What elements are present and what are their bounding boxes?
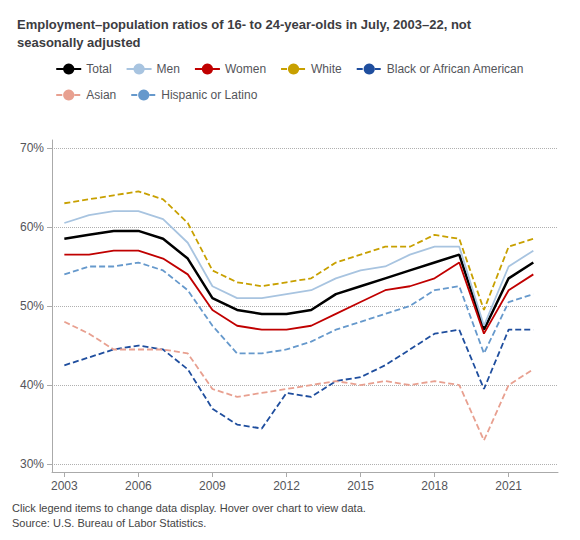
svg-text:2009: 2009 — [199, 479, 226, 493]
svg-text:2015: 2015 — [347, 479, 374, 493]
svg-text:2012: 2012 — [273, 479, 300, 493]
svg-text:seasonally adjusted: seasonally adjusted — [17, 35, 141, 50]
svg-text:50%: 50% — [20, 299, 44, 313]
svg-text:Employment–population ratios o: Employment–population ratios of 16- to 2… — [17, 17, 472, 32]
svg-text:White: White — [311, 62, 342, 76]
svg-text:Total: Total — [86, 62, 111, 76]
svg-text:Women: Women — [225, 62, 266, 76]
svg-text:40%: 40% — [20, 378, 44, 392]
svg-text:30%: 30% — [20, 457, 44, 471]
svg-text:Asian: Asian — [86, 88, 116, 102]
svg-text:2006: 2006 — [125, 479, 152, 493]
svg-text:70%: 70% — [20, 141, 44, 155]
svg-text:2018: 2018 — [421, 479, 448, 493]
svg-text:Men: Men — [157, 62, 180, 76]
svg-text:Source: U.S. Bureau of Labor S: Source: U.S. Bureau of Labor Statistics. — [12, 517, 206, 529]
svg-text:Black or African American: Black or African American — [387, 62, 524, 76]
svg-text:Hispanic or Latino: Hispanic or Latino — [161, 88, 257, 102]
svg-text:2021: 2021 — [495, 479, 522, 493]
svg-text:2003: 2003 — [51, 479, 78, 493]
svg-text:Click legend items to change d: Click legend items to change data displa… — [12, 502, 366, 514]
svg-text:60%: 60% — [20, 220, 44, 234]
